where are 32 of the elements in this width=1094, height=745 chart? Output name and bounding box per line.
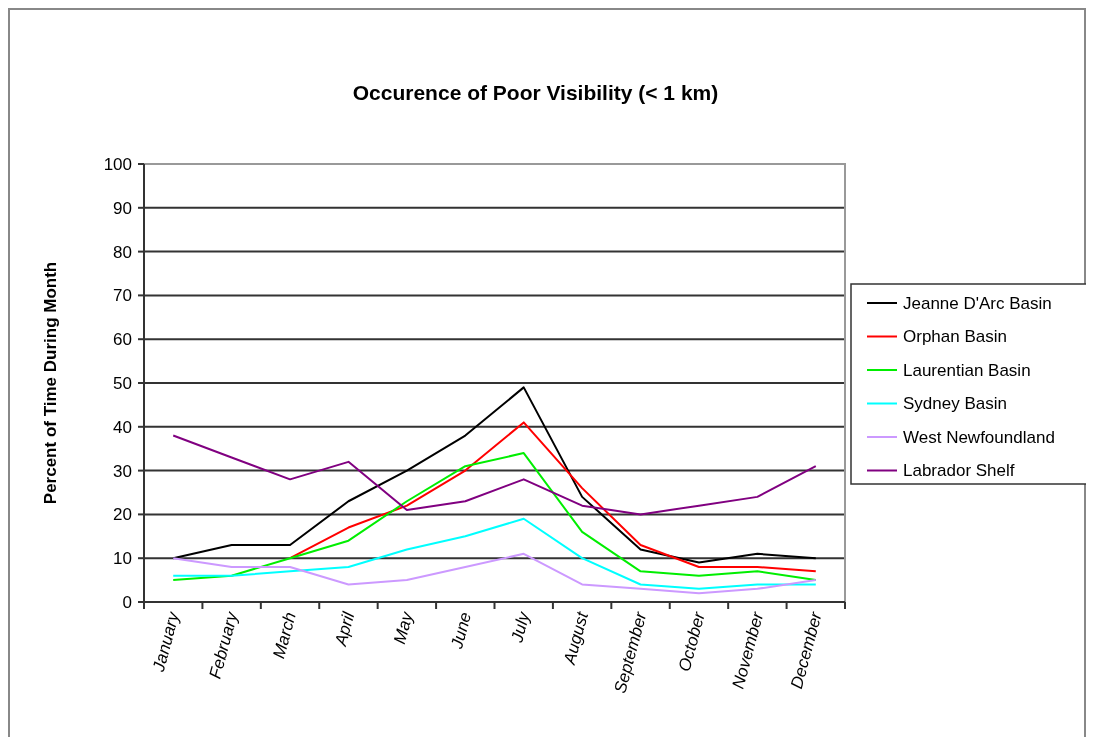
legend-label: Orphan Basin xyxy=(903,327,1007,347)
y-tick-label: 40 xyxy=(113,417,132,437)
line-series xyxy=(289,421,817,573)
y-tick-label: 70 xyxy=(113,286,132,306)
y-axis-title: Percent of Time During Month xyxy=(41,261,60,505)
chart-title: Occurence of Poor Visibility (< 1 km) xyxy=(352,81,719,104)
line-series xyxy=(172,386,817,564)
line-series xyxy=(172,517,817,590)
y-tick-label: 30 xyxy=(113,461,132,481)
legend-label: Laurentian Basin xyxy=(903,360,1031,380)
x-tick-label: June xyxy=(447,610,476,652)
y-tick-label: 20 xyxy=(113,505,132,525)
legend-label: Labrador Shelf xyxy=(903,461,1015,481)
legend-label: Jeanne D'Arc Basin xyxy=(903,293,1052,313)
y-tick-label: 100 xyxy=(103,154,132,174)
legend-label: Sydney Basin xyxy=(903,394,1007,414)
x-tick-label: July xyxy=(507,608,534,646)
y-tick-label: 50 xyxy=(113,373,132,393)
x-tick-label: August xyxy=(559,608,593,668)
y-tick-label: 60 xyxy=(113,330,132,350)
line-series xyxy=(172,434,817,516)
x-tick-label: April xyxy=(330,608,359,649)
y-tick-label: 90 xyxy=(113,198,132,218)
line-series xyxy=(172,552,817,595)
y-tick-label: 0 xyxy=(122,592,132,612)
x-tick-label: October xyxy=(674,608,710,674)
x-tick-label: March xyxy=(269,610,300,661)
x-tick-label: January xyxy=(148,608,184,675)
y-tick-label: 10 xyxy=(113,549,132,569)
x-tick-label: May xyxy=(390,608,418,647)
y-tick-label: 80 xyxy=(113,242,132,262)
legend-label: West Newfoundland xyxy=(903,427,1055,447)
